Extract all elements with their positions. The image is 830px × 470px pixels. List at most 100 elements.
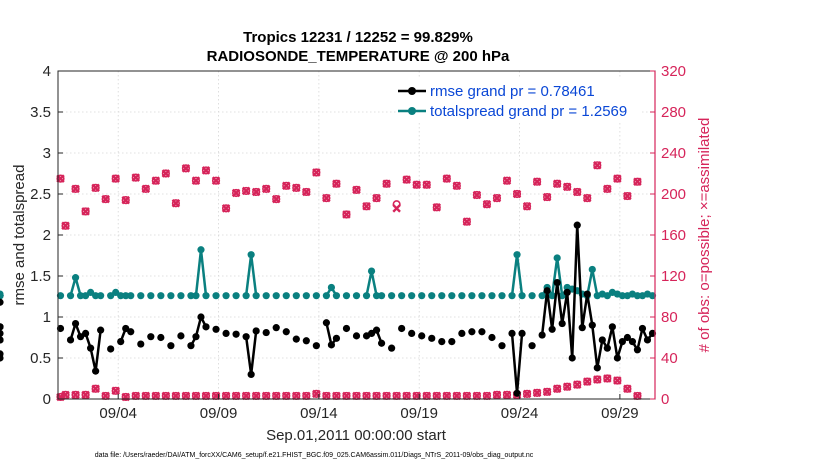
obs-bottom-assimilated-marker xyxy=(131,391,141,401)
rmse-point xyxy=(117,338,125,346)
obs-top-assimilated-marker xyxy=(542,192,552,202)
obs-bottom-assimilated-marker xyxy=(302,391,311,401)
data-series xyxy=(0,221,657,397)
rmse-point xyxy=(593,364,601,372)
spread-point xyxy=(648,292,657,300)
rmse-point xyxy=(618,338,626,346)
rmse-point xyxy=(212,325,220,333)
obs-top-assimilated-marker xyxy=(472,190,482,200)
obs-bottom-assimilated-marker xyxy=(382,391,391,401)
obs-bottom-assimilated-marker xyxy=(492,390,502,400)
obs-top-possible-marker xyxy=(372,194,381,203)
spread-point xyxy=(137,292,145,300)
y-tick-label: 2.5 xyxy=(30,186,51,203)
spread-point xyxy=(322,292,330,300)
obs-top-assimilated-marker xyxy=(462,217,472,226)
obs-top-assimilated-marker xyxy=(71,184,80,194)
rmse-point xyxy=(87,344,95,352)
rmse-point xyxy=(438,338,446,346)
obs-top-assimilated-marker xyxy=(482,200,492,209)
obs-top-assimilated-marker xyxy=(312,168,321,177)
obs-top-assimilated-marker xyxy=(292,183,301,193)
rmse-point xyxy=(242,333,250,341)
obs-top-possible-marker xyxy=(412,180,421,189)
rmse-point xyxy=(518,329,526,337)
rmse-point xyxy=(578,324,586,332)
obs-bottom-assimilated-marker xyxy=(241,391,251,401)
rmse-point xyxy=(97,326,105,334)
spread-point xyxy=(252,292,260,300)
obs-top-assimilated-marker xyxy=(502,176,512,185)
obs-top-possible-marker xyxy=(221,204,231,213)
y2-tick-label: 0 xyxy=(661,391,669,408)
obs-bottom-possible-marker xyxy=(502,390,512,400)
obs-top-assimilated-marker xyxy=(211,176,221,185)
obs-top-assimilated-marker xyxy=(91,183,100,193)
obs-bottom-assimilated-marker xyxy=(292,391,301,401)
rmse-point xyxy=(508,329,516,337)
obs-top-assimilated-marker xyxy=(111,174,120,183)
obs-top-possible-marker xyxy=(191,176,201,185)
x-tick-label: 09/14 xyxy=(300,405,338,422)
obs-top-assimilated-marker xyxy=(492,193,502,203)
obs-top-assimilated-marker xyxy=(241,186,251,196)
obs-bottom-assimilated-marker xyxy=(191,391,201,401)
obs-top-possible-marker xyxy=(141,184,150,193)
rmse-point xyxy=(282,328,290,336)
rmse-point xyxy=(157,333,165,342)
rmse-point xyxy=(498,342,506,350)
rmse-point xyxy=(598,336,606,344)
obs-top-possible-marker xyxy=(563,182,572,191)
spread-point xyxy=(187,292,195,300)
obs-top-possible-marker xyxy=(613,174,622,183)
y-tick-label: 0.5 xyxy=(30,350,51,367)
spread-point xyxy=(76,292,85,300)
spread-point xyxy=(92,292,100,300)
obs-top-possible-marker xyxy=(231,188,241,198)
y2-tick-label: 320 xyxy=(661,63,686,80)
rmse-point xyxy=(588,321,596,329)
spread-point xyxy=(588,265,596,274)
obs-bottom-assimilated-marker xyxy=(71,390,80,400)
obs-top-possible-marker xyxy=(211,176,221,185)
spread-point xyxy=(418,292,426,300)
obs-bottom-assimilated-marker xyxy=(141,391,151,401)
obs-top-assimilated-marker xyxy=(342,210,351,219)
obs-bottom-assimilated-marker xyxy=(593,375,602,384)
obs-top-assimilated-marker xyxy=(613,174,622,183)
obs-top-possible-marker xyxy=(583,194,592,203)
obs-top-possible-marker xyxy=(242,186,251,196)
rmse-point xyxy=(222,329,230,337)
rmse-point xyxy=(418,332,426,340)
spread-point xyxy=(302,292,310,300)
obs-bottom-assimilated-marker xyxy=(352,391,361,401)
legend-box xyxy=(396,79,642,121)
spread-point xyxy=(342,292,351,300)
obs-bottom-assimilated-marker xyxy=(462,391,472,401)
obs-top-assimilated-marker xyxy=(442,174,452,183)
obs-top-possible-marker xyxy=(332,179,341,188)
obs-top-possible-marker xyxy=(81,207,90,216)
spread-point xyxy=(177,292,185,300)
rmse-point xyxy=(553,278,561,287)
obs-top-possible-marker xyxy=(302,187,311,197)
obs-bottom-assimilated-marker xyxy=(372,391,381,401)
rmse-point xyxy=(192,333,200,341)
obs-top-assimilated-marker xyxy=(322,193,331,203)
rmse-point xyxy=(643,336,652,344)
rmse-point xyxy=(92,367,100,375)
rmse-point xyxy=(563,288,571,296)
obs-top-possible-marker xyxy=(492,194,502,203)
spread-point xyxy=(388,292,396,300)
obs-top-possible-marker xyxy=(71,184,80,193)
obs-count-series xyxy=(56,161,642,402)
obs-bottom-assimilated-marker xyxy=(322,391,331,401)
obs-top-possible-marker xyxy=(432,203,441,212)
rmse-point xyxy=(0,329,4,337)
obs-bottom-possible-marker xyxy=(111,386,120,395)
obs-bottom-assimilated-marker xyxy=(201,391,211,401)
spread-point xyxy=(66,292,75,300)
y-tick-label: 3.5 xyxy=(30,104,51,121)
rmse-point xyxy=(342,324,351,333)
spread-point xyxy=(222,292,230,300)
